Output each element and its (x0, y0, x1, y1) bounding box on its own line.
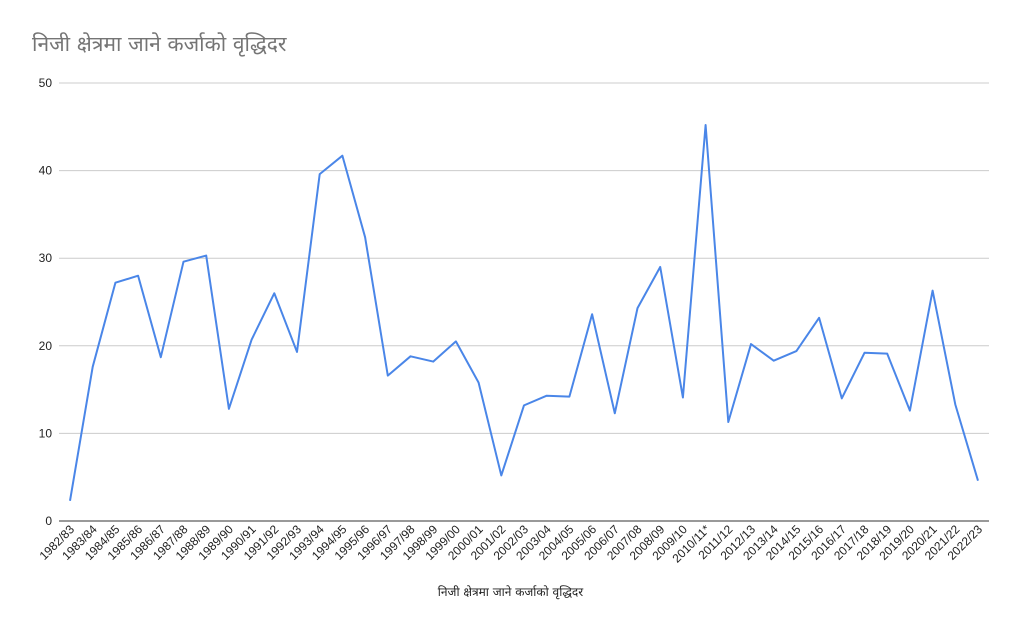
data-point (748, 341, 754, 347)
x-axis: 1982/831983/841984/851985/861986/871987/… (37, 522, 986, 565)
data-point (862, 350, 868, 356)
y-axis: 0 10 20 30 40 50 (39, 76, 53, 528)
data-point (408, 353, 414, 359)
data-point (544, 393, 550, 399)
data-point (657, 264, 663, 270)
data-point (725, 419, 731, 425)
x-axis-title: निजी क्षेत्रमा जाने कर्जाको वृद्धिदर (437, 585, 584, 599)
series-line (69, 124, 979, 502)
data-point (521, 402, 527, 408)
data-point (317, 171, 323, 177)
data-point (476, 380, 482, 386)
data-point (793, 348, 799, 354)
gridlines (59, 82, 989, 522)
data-point (430, 359, 436, 365)
data-point (771, 358, 777, 364)
data-point (975, 478, 981, 484)
data-point (589, 311, 595, 317)
data-point (67, 498, 73, 504)
data-point (112, 280, 118, 286)
y-tick-label: 10 (39, 426, 53, 440)
data-point (839, 395, 845, 401)
data-point (498, 472, 504, 478)
data-point (135, 273, 141, 279)
series-line-group (67, 122, 981, 504)
data-point (635, 305, 641, 311)
data-point (294, 349, 300, 355)
data-point (249, 337, 255, 343)
data-point (566, 394, 572, 400)
data-point (884, 351, 890, 357)
data-point (453, 338, 459, 344)
data-point (907, 408, 913, 414)
data-point (339, 153, 345, 159)
data-point (930, 288, 936, 294)
y-tick-label: 40 (39, 164, 53, 178)
chart-title: निजी क्षेत्रमा जाने कर्जाको वृद्धिदर (32, 32, 287, 56)
data-point (680, 394, 686, 400)
data-point (703, 122, 709, 128)
y-tick-label: 20 (39, 339, 53, 353)
data-point (362, 234, 368, 240)
data-point (158, 354, 164, 360)
y-tick-label: 30 (39, 251, 53, 265)
data-point (203, 253, 209, 259)
data-point (271, 290, 277, 296)
data-point (181, 259, 187, 265)
data-point (90, 364, 96, 370)
y-tick-label: 50 (39, 76, 53, 90)
data-point (226, 406, 232, 412)
data-point (612, 410, 618, 416)
data-point (952, 401, 958, 407)
y-tick-label: 0 (45, 514, 52, 528)
data-point (816, 315, 822, 321)
data-point (385, 373, 391, 379)
